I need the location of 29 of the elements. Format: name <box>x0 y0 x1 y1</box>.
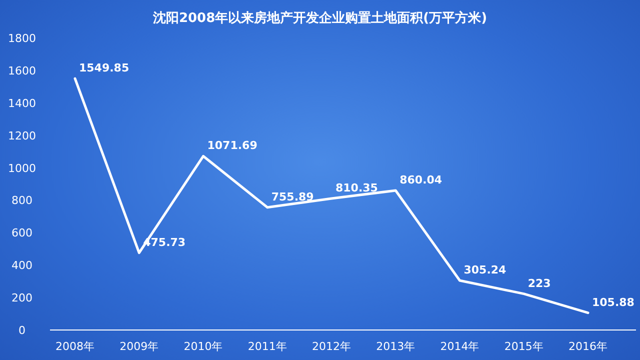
x-tick-label: 2010年 <box>184 340 223 353</box>
y-tick-label: 1400 <box>8 96 36 110</box>
data-label: 305.24 <box>464 263 507 276</box>
y-tick-label: 1200 <box>8 129 36 142</box>
title: 沈阳2008年以来房地产开发企业购置土地面积(万平方米) <box>152 11 488 26</box>
data-label: 1071.69 <box>207 139 258 152</box>
x-tick-label: 2016年 <box>568 340 608 353</box>
y-tick-label: 200 <box>12 292 32 305</box>
data-label: 1549.85 <box>79 62 130 75</box>
x-tick-label: 2011年 <box>248 340 287 353</box>
y-tick-label: 1600 <box>8 64 36 78</box>
data-label: 223 <box>528 276 551 290</box>
x-tick-label: 2008年 <box>56 340 94 353</box>
data-label: 860.04 <box>400 173 442 186</box>
x-tick-label: 2013年 <box>376 340 416 353</box>
y-tick-label: 1800 <box>8 32 36 45</box>
data-label: 810.35 <box>336 182 378 195</box>
y-tick-label: 1000 <box>8 162 36 175</box>
y-tick-label: 400 <box>12 259 32 272</box>
y-tick-label: 800 <box>12 194 32 208</box>
line-series <box>74 77 590 314</box>
x-tick-label: 2009年 <box>120 340 159 353</box>
x-tick-label: 2012年 <box>312 340 351 353</box>
y-tick-label: 600 <box>12 226 32 240</box>
data-label: 105.88 <box>592 296 634 309</box>
x-tick-label: 2014年 <box>440 340 480 353</box>
data-label: 755.89 <box>271 190 314 204</box>
x-tick-label: 2015年 <box>504 340 544 353</box>
y-tick-label: 0 <box>18 324 26 337</box>
